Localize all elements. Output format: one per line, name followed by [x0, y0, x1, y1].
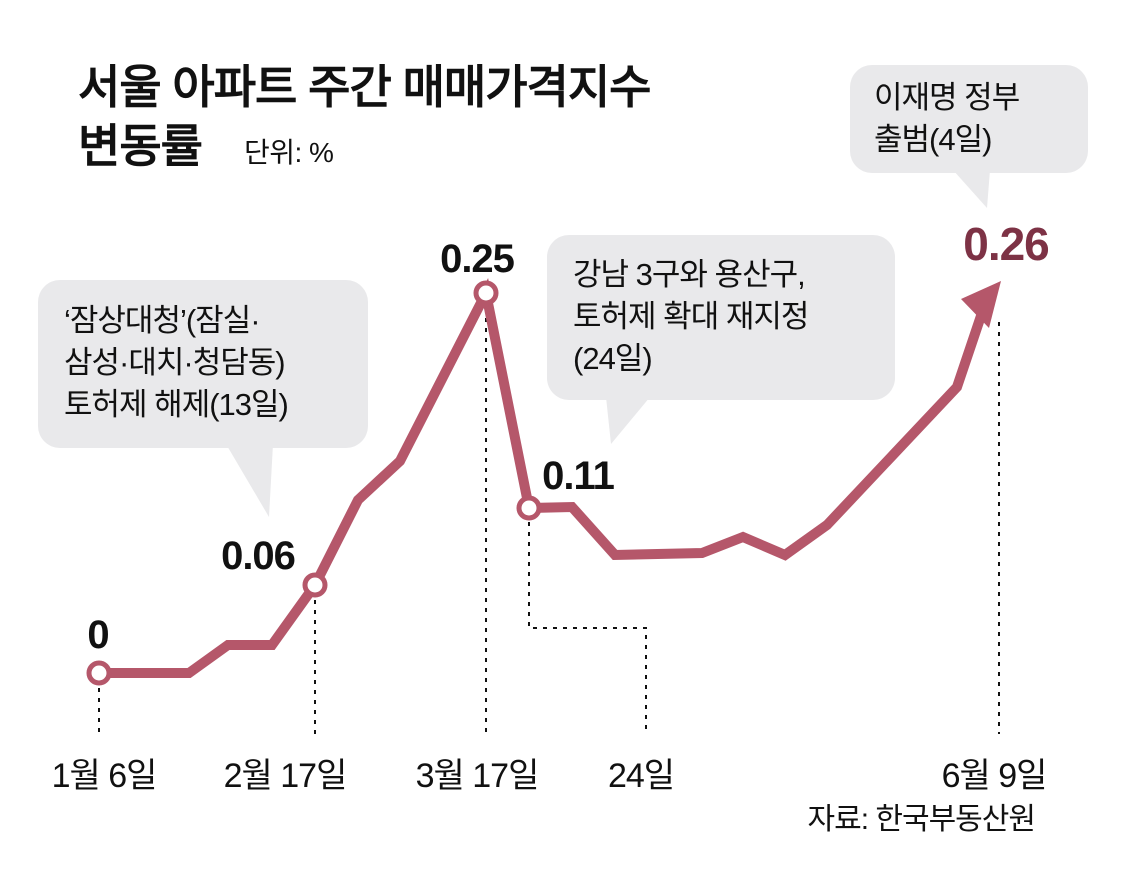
x-axis-label-2: 3월 17일 — [415, 757, 540, 795]
chart-title-line2: 변동률 — [78, 119, 203, 172]
guide-dashed-line-3 — [528, 522, 647, 734]
value-label-0.26: 0.26 — [963, 218, 1050, 270]
callout-tohuje-haeje-tail — [226, 444, 273, 517]
callout-new-government-text-line: 이재명 정부 — [874, 80, 1020, 115]
callout-tohuje-haeje-text-line: 토허제 해제(13일) — [64, 387, 289, 422]
data-point-marker-3 — [516, 495, 542, 521]
callout-tohuje-jaejijeong-text-line: 토허제 확대 재지정 — [573, 299, 809, 334]
chart-title-line1: 서울 아파트 주간 매매가격지수 — [78, 61, 652, 113]
unit-label: 단위: % — [243, 136, 334, 168]
trend-arrow-head-icon — [961, 281, 1001, 328]
callout-tohuje-haeje: ‘잠상대청’(잠실· 삼성·대치·청담동) 토허제 해제(13일) — [38, 280, 368, 448]
callout-tohuje-jaejijeong-tail — [606, 397, 650, 444]
callout-tohuje-jaejijeong-text-line: (24일) — [573, 341, 653, 376]
callout-tohuje-jaejijeong-text-line: 강남 3구와 용산구, — [573, 257, 806, 292]
callout-new-government-tail — [953, 170, 990, 208]
x-axis-label-0: 1월 6일 — [51, 757, 158, 795]
callout-tohuje-jaejijeong: 강남 3구와 용산구, 토허제 확대 재지정 (24일) — [547, 235, 895, 400]
callout-tohuje-haeje-text-line: ‘잠상대청’(잠실· — [64, 303, 261, 338]
data-point-marker-2 — [473, 280, 499, 306]
value-label-0.11: 0.11 — [542, 454, 615, 498]
data-source-credit: 자료: 한국부동산원 — [807, 803, 1036, 836]
x-axis-label-3: 24일 — [607, 757, 675, 795]
value-label-0.25: 0.25 — [440, 237, 515, 281]
value-label-0.06: 0.06 — [221, 534, 296, 578]
callout-new-government-text-line: 출범(4일) — [874, 122, 992, 157]
data-point-marker-1 — [302, 572, 328, 598]
x-axis-label-4: 6월 9일 — [941, 757, 1048, 795]
value-label-0: 0 — [87, 613, 109, 657]
x-axis-label-1: 2월 17일 — [223, 757, 348, 795]
data-point-marker-0 — [86, 660, 112, 686]
chart-title-block: 서울 아파트 주간 매매가격지수 변동률 단위: % — [78, 58, 652, 176]
callout-tohuje-haeje-text-line: 삼성·대치·청담동) — [64, 345, 286, 380]
